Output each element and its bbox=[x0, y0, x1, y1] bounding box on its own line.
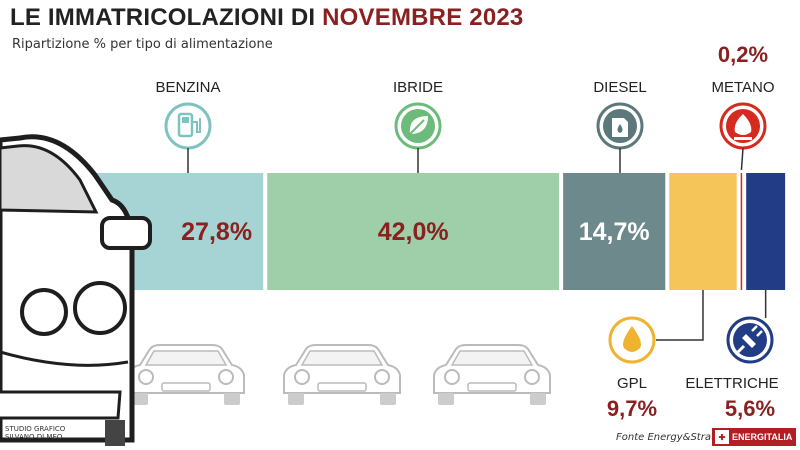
brand-name: ENERGITALIA bbox=[732, 432, 793, 442]
chart-subtitle: Ripartizione % per tipo di alimentazione bbox=[12, 37, 273, 52]
title-main: LE IMMATRICOLAZIONI DI bbox=[10, 4, 323, 31]
bar-segment-elettriche bbox=[746, 173, 786, 290]
brand-badge: ✚ ENERGITALIA bbox=[712, 428, 796, 446]
leaf-icon bbox=[394, 102, 442, 150]
value-label-benzina: 27,8% bbox=[181, 218, 252, 246]
title-accent: NOVEMBRE 2023 bbox=[322, 4, 524, 31]
category-label-benzina: BENZINA bbox=[155, 79, 220, 96]
bar-segment-metano bbox=[740, 173, 743, 290]
bar-segment-gpl bbox=[669, 173, 737, 290]
background-cars bbox=[127, 344, 551, 406]
value-label-diesel: 14,7% bbox=[579, 218, 650, 246]
credit-line-1: STUDIO GRAFICO bbox=[5, 425, 66, 433]
background-car bbox=[283, 344, 401, 406]
fuel-pump-icon bbox=[164, 102, 212, 150]
value-label-ibride: 42,0% bbox=[378, 218, 449, 246]
category-label-metano: METANO bbox=[711, 79, 774, 96]
background-car bbox=[433, 344, 551, 406]
value-label-elettriche: 5,6% bbox=[725, 396, 775, 421]
category-label-gpl: GPL bbox=[617, 375, 647, 392]
bar-segment-ibride bbox=[267, 173, 560, 290]
category-label-ibride: IBRIDE bbox=[393, 79, 443, 96]
leader-line-metano bbox=[740, 147, 744, 171]
category-label-elettriche: ELETTRICHE bbox=[685, 375, 778, 392]
leader-line-gpl bbox=[656, 290, 704, 341]
drop-icon bbox=[608, 316, 656, 364]
background-car bbox=[127, 344, 245, 406]
value-label-gpl: 9,7% bbox=[607, 396, 657, 421]
chart-title: LE IMMATRICOLAZIONI DI NOVEMBRE 2023 bbox=[10, 4, 523, 32]
source-note: Fonte Energy&Strategy bbox=[616, 432, 734, 443]
credit: STUDIO GRAFICO SILVANO DI MEO bbox=[5, 425, 65, 441]
car-illustration bbox=[0, 134, 152, 446]
fuel-can-icon bbox=[596, 102, 644, 150]
flame-icon bbox=[719, 102, 767, 150]
brand-logo-icon: ✚ bbox=[715, 430, 729, 444]
plug-icon bbox=[726, 316, 774, 364]
bar-segment-diesel bbox=[563, 173, 666, 290]
category-label-diesel: DIESEL bbox=[593, 79, 646, 96]
credit-line-2: SILVANO DI MEO bbox=[5, 433, 63, 441]
stacked-bar: BENZINA 27,8% IBRIDE 42,0% DIESEL 14,7% 0,2% ME… bbox=[70, 42, 786, 421]
value-label-metano: 0,2% bbox=[718, 42, 768, 67]
